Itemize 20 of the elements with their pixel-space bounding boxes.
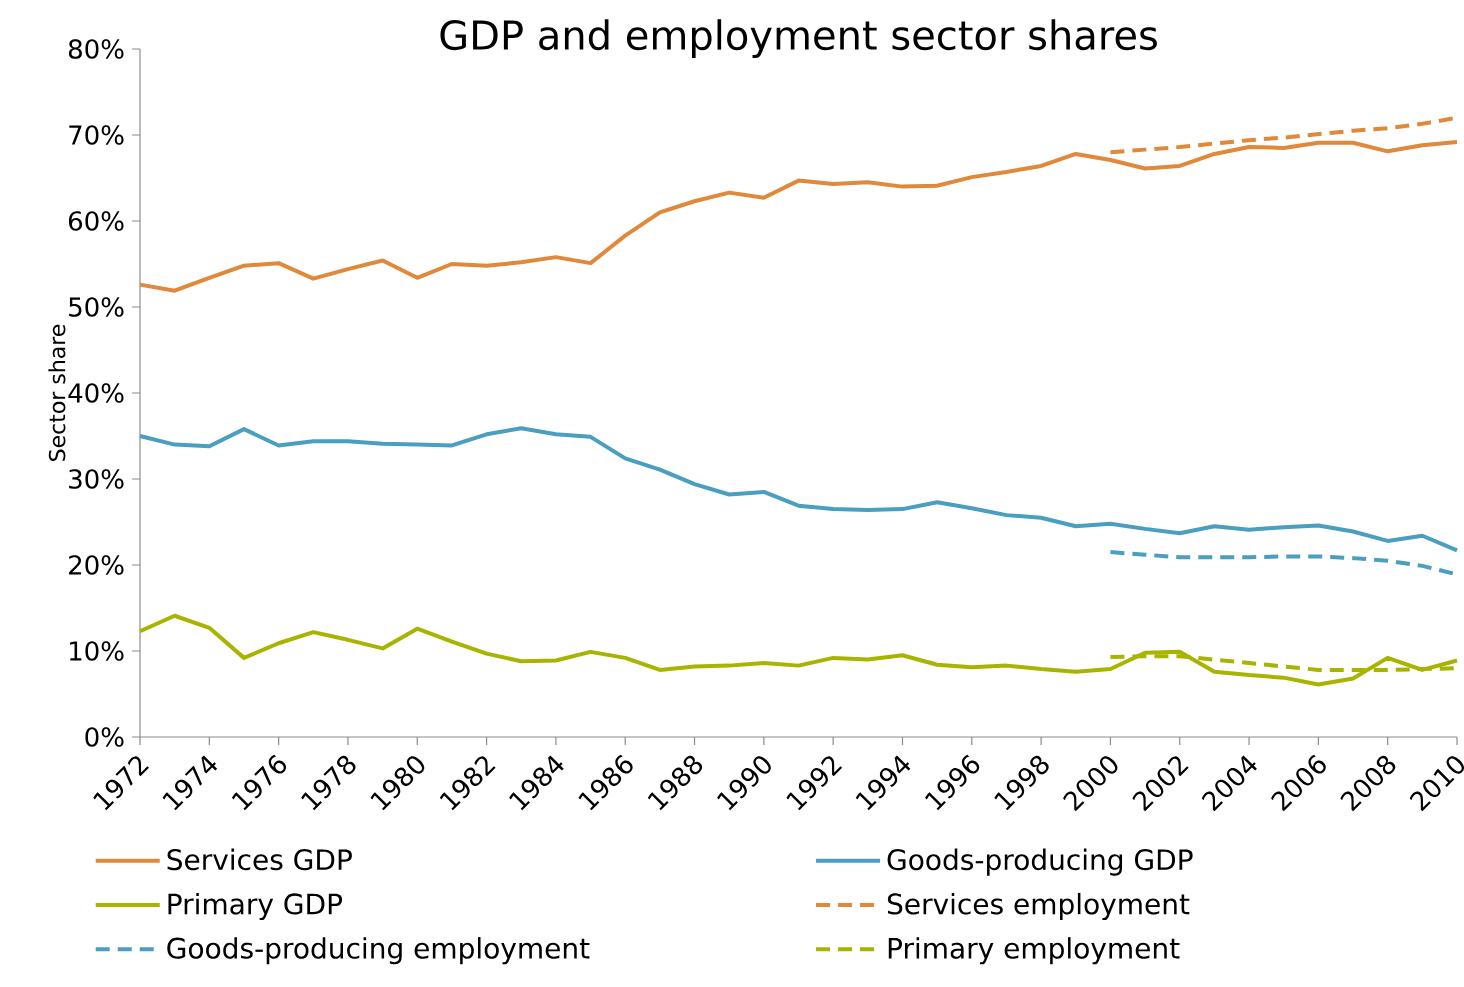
y-axis-title: Sector share xyxy=(48,324,66,461)
legend-label: Goods-producing employment xyxy=(167,937,590,965)
legend-label: Services employment xyxy=(887,892,1190,920)
chart-title: GDP and employment sector shares xyxy=(440,19,1157,58)
y-tick-label: 70% xyxy=(69,125,124,145)
y-tick-label: 50% xyxy=(69,297,124,317)
legend-label: Primary GDP xyxy=(168,892,343,920)
y-tick-label: 30% xyxy=(69,469,124,489)
y-tick-label: 60% xyxy=(68,211,124,231)
y-tick-label: 20% xyxy=(69,555,124,575)
legend-label: Services GDP xyxy=(167,848,352,871)
y-tick-label: 10% xyxy=(70,641,124,661)
y-tick-label: 40% xyxy=(68,383,124,403)
line-series xyxy=(138,139,1460,293)
y-tick-label: 0% xyxy=(85,727,124,747)
y-tick-label: 80% xyxy=(68,39,124,59)
legend-label: Goods-producing GDP xyxy=(887,848,1193,876)
line-series xyxy=(138,426,1460,553)
line-series xyxy=(138,613,1460,687)
legend-label: Primary employment xyxy=(888,937,1180,965)
